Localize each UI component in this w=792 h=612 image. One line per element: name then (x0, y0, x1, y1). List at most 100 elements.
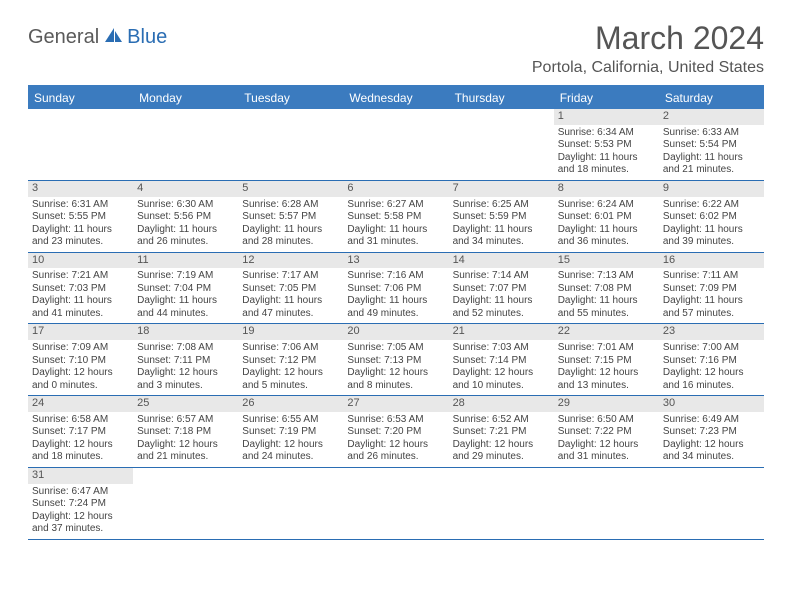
day-number: 2 (659, 109, 764, 125)
day-number: 22 (554, 324, 659, 340)
sunrise-text: Sunrise: 7:14 AM (453, 270, 550, 283)
day-cell: 4Sunrise: 6:30 AMSunset: 5:56 PMDaylight… (133, 181, 238, 252)
sunrise-text: Sunrise: 6:53 AM (347, 414, 444, 427)
day-cell: 25Sunrise: 6:57 AMSunset: 7:18 PMDayligh… (133, 396, 238, 467)
day-number: 27 (343, 396, 448, 412)
day-body: Sunrise: 6:55 AMSunset: 7:19 PMDaylight:… (238, 412, 343, 467)
sunset-text: Sunset: 7:05 PM (242, 283, 339, 296)
day-cell (133, 468, 238, 539)
day-cell (659, 468, 764, 539)
daylight-text: Daylight: 12 hours and 34 minutes. (663, 439, 760, 464)
day-body: Sunrise: 6:31 AMSunset: 5:55 PMDaylight:… (28, 197, 133, 252)
daylight-text: Daylight: 11 hours and 26 minutes. (137, 224, 234, 249)
weekday-header-row: SundayMondayTuesdayWednesdayThursdayFrid… (28, 87, 764, 109)
day-cell: 5Sunrise: 6:28 AMSunset: 5:57 PMDaylight… (238, 181, 343, 252)
day-body: Sunrise: 7:17 AMSunset: 7:05 PMDaylight:… (238, 268, 343, 323)
day-number: 7 (449, 181, 554, 197)
sunset-text: Sunset: 7:17 PM (32, 426, 129, 439)
sunset-text: Sunset: 7:14 PM (453, 355, 550, 368)
sunset-text: Sunset: 7:20 PM (347, 426, 444, 439)
weekday-header: Friday (554, 87, 659, 109)
calendar: SundayMondayTuesdayWednesdayThursdayFrid… (28, 85, 764, 540)
sunrise-text: Sunrise: 7:09 AM (32, 342, 129, 355)
day-cell: 26Sunrise: 6:55 AMSunset: 7:19 PMDayligh… (238, 396, 343, 467)
sunrise-text: Sunrise: 6:33 AM (663, 127, 760, 140)
day-cell: 22Sunrise: 7:01 AMSunset: 7:15 PMDayligh… (554, 324, 659, 395)
day-cell: 7Sunrise: 6:25 AMSunset: 5:59 PMDaylight… (449, 181, 554, 252)
daylight-text: Daylight: 11 hours and 28 minutes. (242, 224, 339, 249)
weekday-header: Wednesday (343, 87, 448, 109)
sunrise-text: Sunrise: 7:08 AM (137, 342, 234, 355)
daylight-text: Daylight: 11 hours and 47 minutes. (242, 295, 339, 320)
day-cell (449, 468, 554, 539)
weekday-header: Tuesday (238, 87, 343, 109)
day-number: 1 (554, 109, 659, 125)
day-number: 19 (238, 324, 343, 340)
day-body: Sunrise: 6:25 AMSunset: 5:59 PMDaylight:… (449, 197, 554, 252)
daylight-text: Daylight: 12 hours and 0 minutes. (32, 367, 129, 392)
weekday-header: Thursday (449, 87, 554, 109)
day-body: Sunrise: 6:52 AMSunset: 7:21 PMDaylight:… (449, 412, 554, 467)
weekday-header: Saturday (659, 87, 764, 109)
day-number: 15 (554, 253, 659, 269)
day-number: 3 (28, 181, 133, 197)
day-body: Sunrise: 6:53 AMSunset: 7:20 PMDaylight:… (343, 412, 448, 467)
sunrise-text: Sunrise: 7:03 AM (453, 342, 550, 355)
day-cell: 23Sunrise: 7:00 AMSunset: 7:16 PMDayligh… (659, 324, 764, 395)
daylight-text: Daylight: 11 hours and 23 minutes. (32, 224, 129, 249)
sunset-text: Sunset: 7:03 PM (32, 283, 129, 296)
daylight-text: Daylight: 12 hours and 8 minutes. (347, 367, 444, 392)
day-body: Sunrise: 6:33 AMSunset: 5:54 PMDaylight:… (659, 125, 764, 180)
day-number: 9 (659, 181, 764, 197)
day-body: Sunrise: 6:34 AMSunset: 5:53 PMDaylight:… (554, 125, 659, 180)
day-cell: 12Sunrise: 7:17 AMSunset: 7:05 PMDayligh… (238, 253, 343, 324)
logo: General Blue (28, 26, 167, 49)
day-cell (449, 109, 554, 180)
sunrise-text: Sunrise: 7:06 AM (242, 342, 339, 355)
day-number: 10 (28, 253, 133, 269)
day-body: Sunrise: 7:14 AMSunset: 7:07 PMDaylight:… (449, 268, 554, 323)
daylight-text: Daylight: 11 hours and 39 minutes. (663, 224, 760, 249)
sunset-text: Sunset: 7:22 PM (558, 426, 655, 439)
day-body: Sunrise: 7:03 AMSunset: 7:14 PMDaylight:… (449, 340, 554, 395)
sunset-text: Sunset: 7:19 PM (242, 426, 339, 439)
daylight-text: Daylight: 11 hours and 21 minutes. (663, 152, 760, 177)
daylight-text: Daylight: 12 hours and 16 minutes. (663, 367, 760, 392)
sunset-text: Sunset: 5:55 PM (32, 211, 129, 224)
day-number: 20 (343, 324, 448, 340)
day-number: 17 (28, 324, 133, 340)
sunrise-text: Sunrise: 7:21 AM (32, 270, 129, 283)
sunset-text: Sunset: 7:07 PM (453, 283, 550, 296)
sunset-text: Sunset: 7:10 PM (32, 355, 129, 368)
sunrise-text: Sunrise: 6:25 AM (453, 199, 550, 212)
day-number: 23 (659, 324, 764, 340)
month-title: March 2024 (532, 20, 764, 57)
day-cell: 28Sunrise: 6:52 AMSunset: 7:21 PMDayligh… (449, 396, 554, 467)
logo-text-general: General (28, 26, 99, 49)
day-cell: 29Sunrise: 6:50 AMSunset: 7:22 PMDayligh… (554, 396, 659, 467)
day-number: 6 (343, 181, 448, 197)
day-number: 11 (133, 253, 238, 269)
sunset-text: Sunset: 7:18 PM (137, 426, 234, 439)
sunset-text: Sunset: 7:13 PM (347, 355, 444, 368)
daylight-text: Daylight: 12 hours and 37 minutes. (32, 511, 129, 536)
calendar-week: 10Sunrise: 7:21 AMSunset: 7:03 PM Dayligh… (28, 253, 764, 325)
daylight-text: Daylight: 11 hours and 44 minutes. (137, 295, 234, 320)
day-body: Sunrise: 6:47 AMSunset: 7:24 PMDaylight:… (28, 484, 133, 539)
sunrise-text: Sunrise: 6:28 AM (242, 199, 339, 212)
sunrise-text: Sunrise: 6:55 AM (242, 414, 339, 427)
day-cell: 19Sunrise: 7:06 AMSunset: 7:12 PMDayligh… (238, 324, 343, 395)
logo-sail-icon (103, 26, 125, 49)
daylight-text: Daylight: 12 hours and 31 minutes. (558, 439, 655, 464)
day-number: 18 (133, 324, 238, 340)
sunset-text: Sunset: 5:54 PM (663, 139, 760, 152)
sunset-text: Sunset: 7:12 PM (242, 355, 339, 368)
day-number: 24 (28, 396, 133, 412)
day-body: Sunrise: 6:22 AMSunset: 6:02 PMDaylight:… (659, 197, 764, 252)
day-body: Sunrise: 7:01 AMSunset: 7:15 PMDaylight:… (554, 340, 659, 395)
page-header: General Blue March 2024 Portola, Califor… (28, 20, 764, 77)
day-cell: 9Sunrise: 6:22 AMSunset: 6:02 PMDaylight… (659, 181, 764, 252)
sunset-text: Sunset: 5:56 PM (137, 211, 234, 224)
day-number: 5 (238, 181, 343, 197)
day-number: 16 (659, 253, 764, 269)
